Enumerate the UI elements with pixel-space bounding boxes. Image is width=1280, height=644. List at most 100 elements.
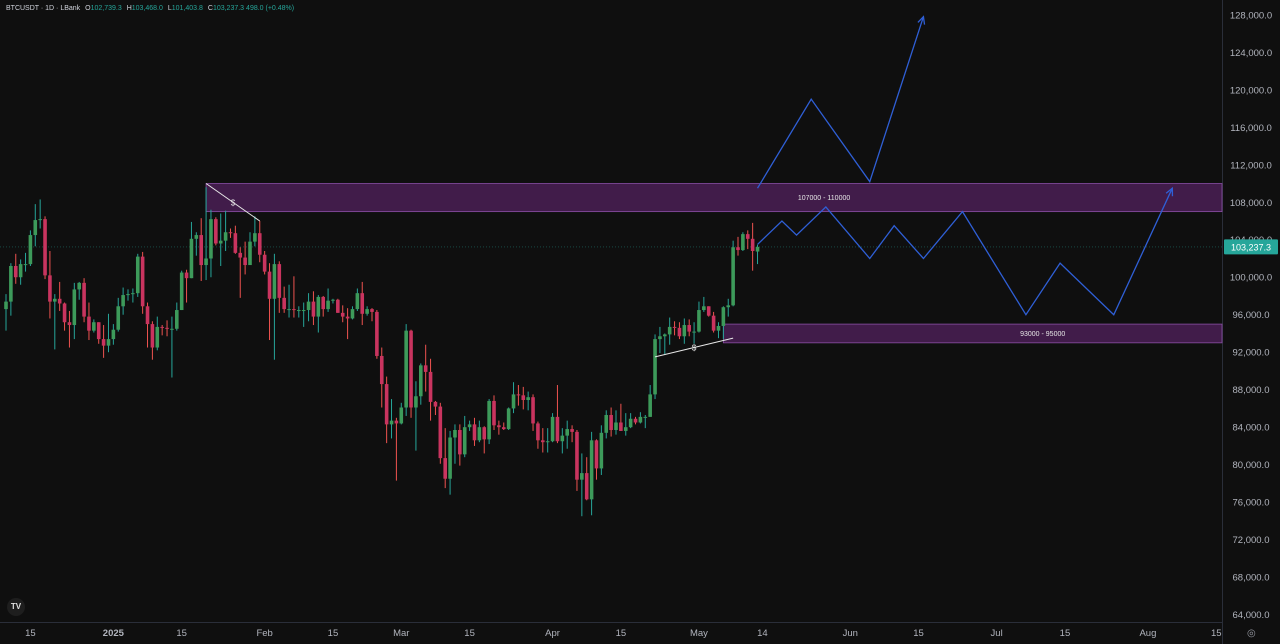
candle-body [501, 427, 506, 430]
candle-body [106, 339, 111, 346]
candle-body [262, 254, 267, 272]
candle-body [497, 425, 501, 428]
candle-body [672, 326, 677, 328]
candle-body [711, 315, 716, 331]
open-key: O [85, 5, 91, 12]
candle-body [282, 297, 286, 310]
candle-body [453, 429, 457, 438]
candle-body [321, 296, 325, 310]
candle-body [218, 240, 223, 244]
projection-path-0 [756, 16, 925, 189]
candles [4, 187, 760, 517]
close-value: 103,237.3 [212, 5, 245, 12]
time-tick-label: Jun [843, 628, 858, 639]
candle-body [609, 415, 613, 430]
candle-body [62, 303, 67, 323]
price-tick-label: 80,000.0 [1233, 460, 1270, 471]
price-tick-label: 68,000.0 [1233, 573, 1270, 584]
price-axis[interactable]: 128,000.0 124,000.0 120,000.0 116,000.0 112,… [1230, 10, 1272, 621]
candle-body [687, 325, 691, 332]
candle-body [4, 301, 8, 310]
candle-body [150, 324, 155, 348]
candle-body [438, 406, 443, 459]
candle-body [111, 329, 116, 340]
time-tick-label: 14 [757, 628, 768, 639]
candle-body [170, 328, 174, 330]
time-tick-label: Aug [1139, 628, 1156, 639]
candle-body [443, 458, 447, 479]
symbol-label[interactable]: BTCUSDT · 1D · LBank [6, 5, 81, 12]
candle-body [511, 394, 516, 409]
candle-body [745, 234, 750, 239]
time-axis[interactable]: 15 2025 15 Feb 15 Mar 15 Apr 15 May 14 Jun 15 Jul 15 Au… [25, 628, 1221, 639]
candle-body [492, 400, 496, 426]
candle-body [292, 309, 296, 311]
candle-body [506, 408, 511, 430]
candle-body [394, 420, 399, 424]
candle-body [228, 232, 233, 234]
candle-body [643, 416, 648, 418]
candle-body [379, 355, 384, 385]
time-tick-label: 15 [25, 628, 36, 639]
candle-body [297, 310, 301, 312]
candle-body [755, 246, 760, 252]
liquidity-label-1: $ [692, 344, 697, 353]
candle-body [179, 272, 184, 311]
time-tick-label: Feb [256, 628, 272, 639]
candle-body [331, 299, 335, 301]
price-tick-label: 76,000.0 [1233, 498, 1270, 509]
candle-body [316, 296, 321, 317]
gear-icon[interactable]: ◎ [1247, 628, 1256, 639]
price-tick-label: 120,000.0 [1230, 85, 1272, 96]
candle-body [101, 339, 106, 346]
candle-body [584, 473, 589, 500]
candle-body [721, 307, 726, 326]
candle-body [516, 394, 521, 396]
candle-body [253, 233, 257, 242]
candle-body [633, 418, 638, 423]
projection-paths [756, 15, 1174, 316]
candle-body [28, 235, 33, 265]
price-tick-label: 92,000.0 [1233, 348, 1270, 359]
candle-body [541, 440, 545, 443]
time-tick-label: Apr [545, 628, 560, 639]
candle-body [536, 423, 540, 441]
high-value: 103,468.0 [131, 5, 163, 12]
candle-body [428, 371, 433, 402]
liquidity-line-0 [205, 183, 261, 222]
candle-body [257, 233, 262, 255]
candle-body [531, 397, 535, 424]
candle-body [33, 220, 38, 236]
candle-body [92, 322, 96, 331]
time-tick-label: 15 [616, 628, 627, 639]
candle-body [326, 300, 330, 310]
candle-body [487, 400, 491, 440]
candle-body [23, 264, 28, 266]
zone-box-1 [722, 323, 1223, 344]
candle-body [599, 432, 604, 469]
change-value: 498.0 (+0.48%) [246, 5, 295, 12]
candle-body [472, 424, 477, 441]
tradingview-logo[interactable]: TV [7, 598, 25, 616]
candle-body [384, 384, 389, 425]
candle-body [287, 309, 291, 311]
candle-body [116, 306, 121, 330]
candle-body [360, 293, 365, 314]
candle-body [233, 233, 238, 253]
candle-body [160, 326, 164, 328]
candle-body [706, 306, 711, 316]
last-price-tag: 103,237.3 [1224, 239, 1278, 255]
time-tick-label: 15 [176, 628, 187, 639]
time-tick-label: Jul [991, 628, 1003, 639]
zone-label-1: 93000 - 95000 [1020, 331, 1065, 338]
price-tick-label: 124,000.0 [1230, 48, 1272, 59]
candle-body [87, 316, 91, 331]
liquidity-line-1 [654, 337, 734, 358]
candle-body [614, 422, 618, 430]
candle-body [345, 316, 350, 319]
candle-body [175, 310, 179, 329]
candle-body [301, 310, 306, 312]
candle-body [57, 298, 62, 304]
candle-body [731, 247, 735, 306]
